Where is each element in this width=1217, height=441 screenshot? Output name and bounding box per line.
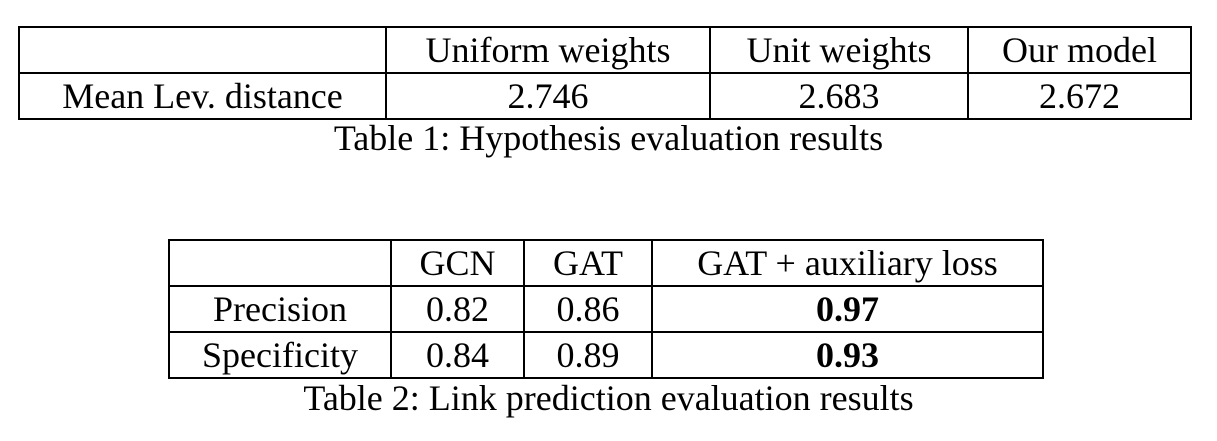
table-header-row: GCN GAT GAT + auxiliary loss xyxy=(168,239,1044,287)
row-label-cell: Mean Lev. distance xyxy=(18,72,387,120)
table-cell: 0.86 xyxy=(523,285,653,333)
hypothesis-evaluation-table: Uniform weights Unit weights Our model M… xyxy=(18,26,1192,120)
link-prediction-table: GCN GAT GAT + auxiliary loss Precision 0… xyxy=(168,239,1044,379)
table-header-cell: GCN xyxy=(390,239,525,287)
table-header-cell-empty xyxy=(18,26,387,74)
table-row: Mean Lev. distance 2.746 2.683 2.672 xyxy=(18,72,1192,120)
table-header-cell: GAT + auxiliary loss xyxy=(651,239,1044,287)
table-header-cell: Our model xyxy=(967,26,1192,74)
table-row: Precision 0.82 0.86 0.97 xyxy=(168,285,1044,333)
table-header-row: Uniform weights Unit weights Our model xyxy=(18,26,1192,74)
table-cell: 0.82 xyxy=(390,285,525,333)
table-header-cell: Unit weights xyxy=(709,26,969,74)
row-label-cell: Specificity xyxy=(168,331,392,379)
table-2-caption: Table 2: Link prediction evaluation resu… xyxy=(303,378,914,418)
table-cell: 0.89 xyxy=(523,331,653,379)
table-header-cell: Uniform weights xyxy=(385,26,711,74)
table-cell-best: 0.93 xyxy=(651,331,1044,379)
table-cell-best: 0.97 xyxy=(651,285,1044,333)
table-header-cell: GAT xyxy=(523,239,653,287)
table-cell: 0.84 xyxy=(390,331,525,379)
table-cell: 2.683 xyxy=(709,72,969,120)
table-cell: 2.746 xyxy=(385,72,711,120)
table-1-caption: Table 1: Hypothesis evaluation results xyxy=(333,118,884,158)
table-header-cell-empty xyxy=(168,239,392,287)
row-label-cell: Precision xyxy=(168,285,392,333)
table-cell: 2.672 xyxy=(967,72,1192,120)
table-row: Specificity 0.84 0.89 0.93 xyxy=(168,331,1044,379)
